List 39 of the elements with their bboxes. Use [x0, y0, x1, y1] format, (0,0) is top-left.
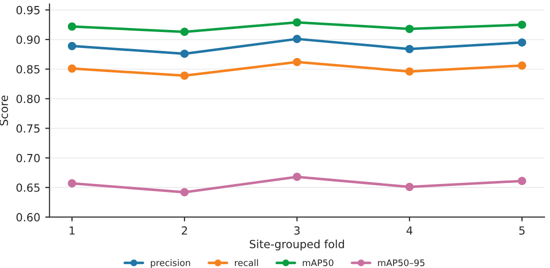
point [180, 28, 189, 36]
point [180, 71, 189, 80]
legend-label: mAP50–95 [378, 259, 424, 266]
point [405, 182, 414, 192]
point [292, 172, 302, 181]
y-tick-label: 0.85 [16, 65, 40, 74]
point [292, 34, 302, 44]
point [405, 44, 414, 54]
x-tick-label: 2 [182, 226, 187, 235]
x-tick-label: 1 [70, 226, 75, 235]
point [292, 18, 302, 27]
point [518, 176, 526, 186]
y-tick-label: 0.75 [16, 124, 40, 133]
y-tick-label: 0.65 [16, 183, 40, 192]
x-tick-label: 3 [294, 226, 300, 235]
y-tick-label: 0.90 [16, 36, 40, 44]
y-axis-title: Score [0, 96, 8, 126]
point [405, 24, 414, 34]
y-tick-label: 0.60 [16, 213, 40, 222]
point [518, 61, 526, 70]
point [68, 22, 76, 31]
point [180, 50, 189, 58]
legend-label: precision [150, 259, 190, 268]
y-tick-label: 0.80 [16, 94, 40, 104]
x-tick-label: 4 [406, 226, 412, 235]
legend-label: mAP50 [302, 259, 334, 266]
point [292, 58, 302, 66]
point [68, 42, 76, 50]
point [68, 64, 76, 73]
point [68, 179, 76, 188]
legend-label: recall [234, 259, 258, 266]
point [518, 20, 526, 29]
x-tick-label: 5 [519, 226, 525, 235]
point [518, 38, 526, 47]
y-tick-label: 0.95 [16, 6, 40, 14]
point [405, 67, 414, 76]
x-axis-title: Site-grouped fold [250, 240, 344, 250]
point [180, 188, 189, 196]
y-tick-label: 0.70 [16, 154, 40, 162]
